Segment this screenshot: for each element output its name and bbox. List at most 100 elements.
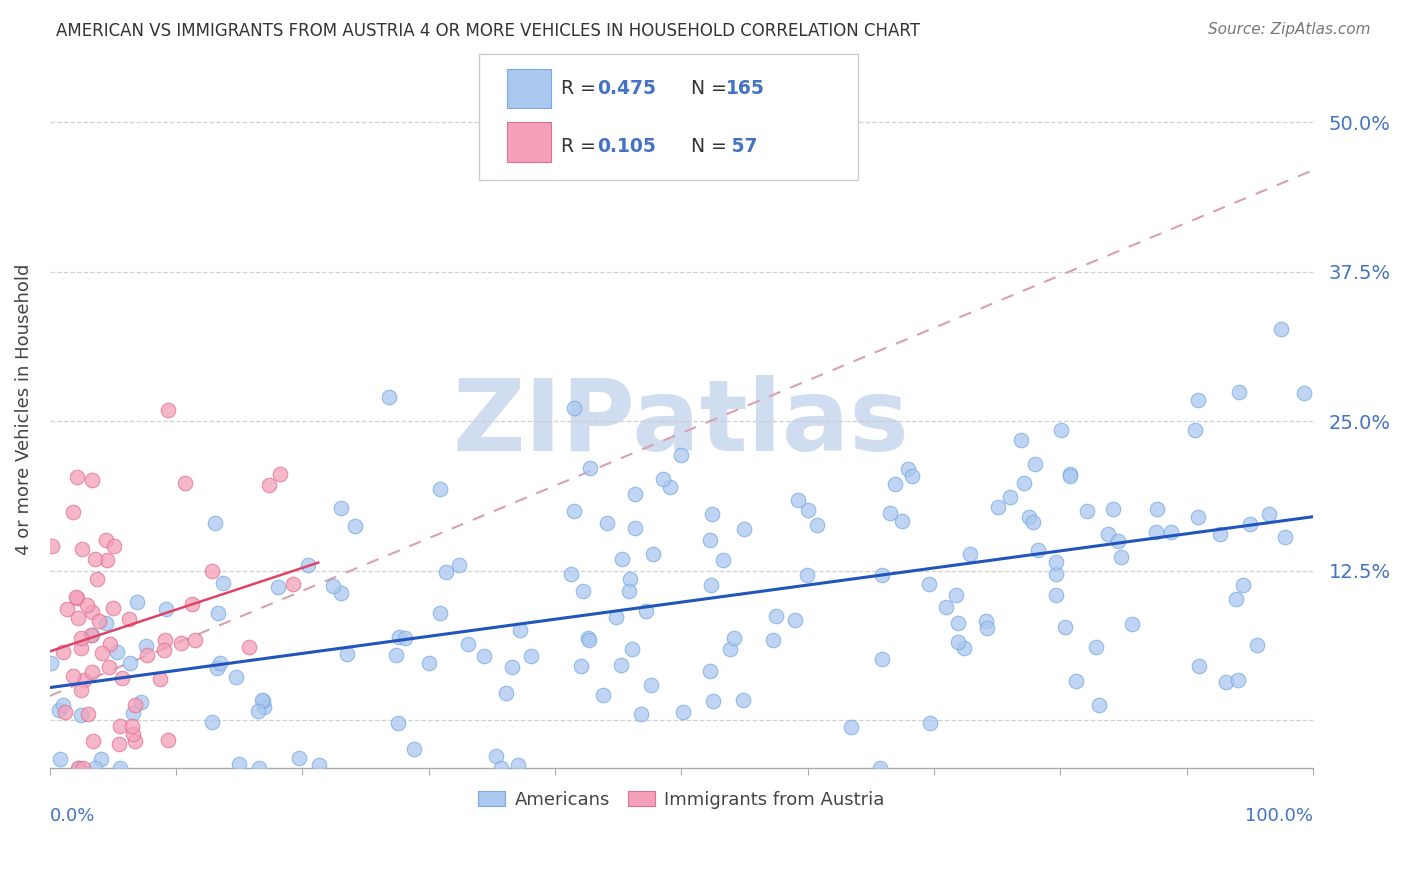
Point	[501, 660, 523, 674]
Point	[509, 624, 531, 638]
Point	[883, 477, 905, 491]
Point	[484, 749, 506, 764]
Point	[506, 758, 529, 772]
Text: 0.0%: 0.0%	[49, 807, 96, 825]
Point	[129, 695, 152, 709]
Point	[472, 648, 495, 663]
Text: AMERICAN VS IMMIGRANTS FROM AUSTRIA 4 OR MORE VEHICLES IN HOUSEHOLD CORRELATION : AMERICAN VS IMMIGRANTS FROM AUSTRIA 4 OR…	[56, 22, 921, 40]
Point	[1274, 531, 1296, 545]
Point	[70, 631, 93, 645]
Point	[596, 516, 619, 530]
Text: ZIPatlas: ZIPatlas	[453, 375, 910, 472]
Point	[208, 656, 231, 670]
Point	[1085, 640, 1108, 654]
Point	[976, 622, 998, 636]
Point	[66, 470, 89, 484]
Point	[65, 590, 87, 604]
Point	[336, 648, 359, 662]
Point	[83, 551, 105, 566]
Point	[700, 577, 723, 591]
Point	[83, 761, 105, 775]
Point	[82, 628, 104, 642]
Point	[253, 699, 276, 714]
Text: 0.475: 0.475	[596, 79, 655, 98]
Point	[121, 719, 143, 733]
Point	[948, 616, 970, 631]
Point	[901, 468, 924, 483]
Point	[429, 482, 451, 496]
Point	[562, 401, 585, 416]
Point	[329, 585, 352, 599]
Point	[41, 657, 63, 671]
Point	[489, 761, 512, 775]
Point	[457, 637, 479, 651]
Point	[731, 693, 754, 707]
Point	[153, 632, 176, 647]
Point	[1239, 516, 1261, 531]
Point	[796, 568, 818, 582]
Point	[56, 602, 79, 616]
Point	[82, 605, 104, 619]
Point	[630, 706, 652, 721]
Point	[207, 606, 229, 620]
Point	[86, 572, 108, 586]
Point	[572, 583, 595, 598]
Point	[70, 542, 93, 557]
Point	[974, 614, 997, 628]
Point	[402, 742, 425, 756]
Point	[879, 506, 901, 520]
Text: Source: ZipAtlas.com: Source: ZipAtlas.com	[1208, 22, 1371, 37]
Text: N =: N =	[692, 79, 734, 98]
Y-axis label: 4 or more Vehicles in Household: 4 or more Vehicles in Household	[15, 263, 32, 555]
Point	[96, 553, 118, 567]
Point	[1101, 501, 1123, 516]
Text: N =: N =	[692, 136, 734, 156]
Point	[343, 519, 366, 533]
Point	[67, 611, 90, 625]
Point	[1225, 592, 1247, 607]
Point	[1270, 322, 1292, 336]
Point	[52, 645, 75, 659]
Point	[156, 732, 179, 747]
Point	[155, 602, 177, 616]
Point	[605, 609, 627, 624]
Point	[1111, 550, 1133, 565]
Point	[90, 647, 112, 661]
Point	[1144, 525, 1167, 540]
Point	[67, 761, 90, 775]
Point	[1232, 578, 1254, 592]
Point	[82, 734, 104, 748]
Point	[700, 507, 723, 521]
Point	[733, 522, 755, 536]
Text: R =: R =	[561, 136, 602, 156]
Point	[952, 641, 974, 656]
Point	[1107, 533, 1129, 548]
Point	[699, 664, 721, 678]
Point	[1088, 698, 1111, 712]
Point	[69, 640, 91, 655]
Point	[945, 588, 967, 602]
Point	[935, 599, 957, 614]
Point	[67, 761, 90, 775]
Point	[228, 756, 250, 771]
Point	[149, 672, 172, 686]
Point	[98, 660, 121, 674]
Text: 165: 165	[725, 79, 765, 98]
Point	[569, 659, 592, 673]
Point	[592, 688, 614, 702]
Point	[562, 504, 585, 518]
Point	[1022, 515, 1045, 529]
Point	[53, 705, 76, 719]
Legend: Americans, Immigrants from Austria: Americans, Immigrants from Austria	[471, 783, 891, 816]
Point	[73, 673, 96, 687]
Point	[41, 539, 63, 553]
Point	[124, 734, 146, 748]
Point	[89, 614, 111, 628]
Point	[787, 492, 810, 507]
Point	[66, 591, 89, 606]
Point	[1026, 543, 1049, 558]
Point	[80, 628, 103, 642]
Point	[269, 467, 291, 481]
Point	[449, 558, 471, 572]
Point	[69, 682, 91, 697]
